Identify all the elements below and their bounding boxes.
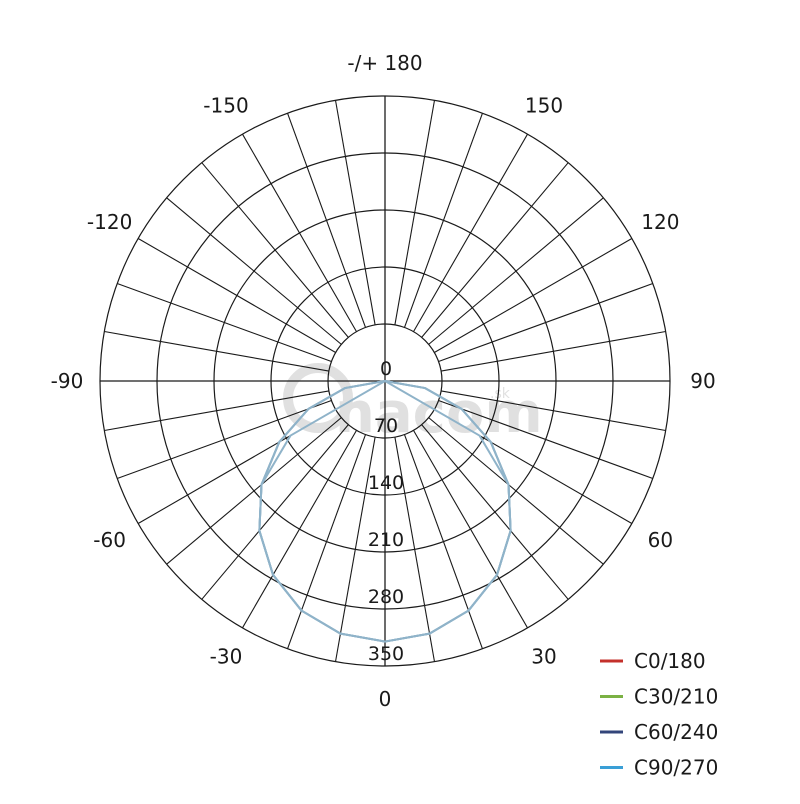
angle-label: 90 bbox=[690, 369, 715, 393]
radial-labels: 0 70 140 210 280 350 bbox=[368, 358, 404, 665]
grid-spoke bbox=[287, 434, 367, 650]
angle-label: 60 bbox=[648, 528, 673, 552]
grid-spoke bbox=[242, 133, 357, 332]
legend: C0/180 C30/210 C60/240 C90/270 bbox=[600, 649, 718, 780]
angle-label: 0 bbox=[379, 687, 392, 711]
angle-label: 150 bbox=[525, 94, 563, 118]
angle-label: 30 bbox=[531, 644, 556, 668]
legend-label: C60/240 bbox=[634, 720, 718, 744]
grid-spoke bbox=[413, 133, 528, 332]
grid-spoke bbox=[104, 330, 329, 372]
angle-label: -60 bbox=[93, 528, 126, 552]
angle-label: -30 bbox=[210, 644, 243, 668]
radial-label: 140 bbox=[368, 472, 404, 494]
grid-spoke bbox=[137, 238, 336, 353]
angle-label: 120 bbox=[641, 210, 679, 234]
grid-spoke bbox=[104, 390, 329, 432]
angle-label: -150 bbox=[203, 94, 248, 118]
grid-spoke bbox=[413, 430, 528, 629]
grid-spoke bbox=[166, 197, 342, 345]
grid-spoke bbox=[287, 112, 367, 328]
legend-label: C30/210 bbox=[634, 685, 718, 709]
grid-spoke bbox=[434, 238, 633, 353]
svg-text:.sk: .sk bbox=[490, 386, 511, 402]
radial-label: 280 bbox=[368, 586, 404, 608]
radial-label: 210 bbox=[368, 529, 404, 551]
polar-grid bbox=[99, 95, 671, 667]
grid-spoke bbox=[403, 434, 483, 650]
grid-spoke bbox=[421, 162, 569, 338]
grid-spoke bbox=[394, 437, 436, 662]
grid-spoke bbox=[438, 399, 654, 479]
grid-spoke bbox=[403, 112, 483, 328]
grid-spoke bbox=[116, 399, 332, 479]
grid-spoke bbox=[441, 390, 666, 432]
legend-label: C0/180 bbox=[634, 649, 706, 673]
grid-spoke bbox=[334, 100, 376, 325]
angle-labels: -/+ 180 150 120 90 60 30 0 -30 -60 -90 -120 -150 bbox=[51, 51, 716, 711]
angle-label: -120 bbox=[87, 210, 132, 234]
radial-label: 70 bbox=[374, 415, 398, 437]
grid-spoke bbox=[421, 424, 569, 600]
grid-spoke bbox=[428, 417, 604, 565]
grid-spoke bbox=[242, 430, 357, 629]
curve-C90-270 bbox=[258, 380, 512, 643]
legend-label: C90/270 bbox=[634, 756, 718, 780]
grid-spoke bbox=[166, 417, 342, 565]
grid-spoke bbox=[428, 197, 604, 345]
watermark-text: nacom bbox=[335, 381, 543, 446]
watermark-logo: nacom .sk bbox=[283, 363, 543, 446]
grid-spoke bbox=[394, 100, 436, 325]
grid-spoke bbox=[201, 162, 349, 338]
grid-spoke bbox=[438, 283, 654, 363]
grid-spoke bbox=[441, 330, 666, 372]
radial-label: 350 bbox=[368, 643, 404, 665]
grid-spoke bbox=[116, 283, 332, 363]
angle-label: -90 bbox=[51, 369, 84, 393]
grid-spoke bbox=[334, 437, 376, 662]
curves bbox=[258, 380, 512, 643]
angle-label: -/+ 180 bbox=[347, 51, 422, 75]
radial-label: 0 bbox=[380, 358, 392, 380]
grid-spoke bbox=[201, 424, 349, 600]
